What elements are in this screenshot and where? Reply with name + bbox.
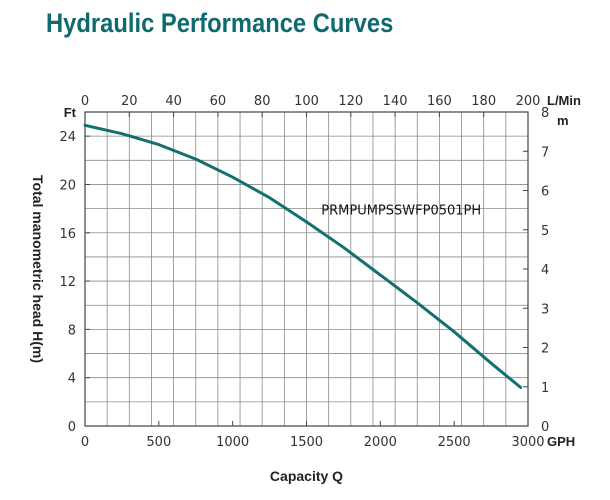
x-tick-label: 1500 (290, 435, 323, 450)
x-tick-label: 1000 (216, 435, 249, 450)
y-tick-label: 4 (68, 372, 76, 387)
y-tick-label: 0 (68, 420, 76, 435)
top-tick-label: 20 (121, 94, 138, 109)
x-tick-label: 2000 (364, 435, 397, 450)
top-tick-label: 120 (338, 94, 363, 109)
top-tick-label: 100 (294, 94, 319, 109)
top-tick-label: 160 (427, 94, 452, 109)
y-axis-title: Total manometric head H(m) (30, 175, 46, 363)
top-tick-label: 180 (471, 94, 496, 109)
right-tick-label: 8 (541, 106, 549, 121)
y-unit-label: Ft (64, 105, 77, 120)
top-tick-label: 80 (254, 94, 271, 109)
series-line (83, 123, 523, 389)
right-tick-label: 6 (541, 185, 549, 200)
right-tick-label: 1 (541, 381, 549, 396)
x-tick-label: 2500 (438, 435, 471, 450)
series-label: PRMPUMPSSWFP0501PH (321, 204, 481, 219)
x-unit-label: GPH (547, 434, 575, 449)
x-tick-label: 500 (146, 435, 171, 450)
top-tick-label: 60 (210, 94, 227, 109)
right-tick-label: 7 (541, 145, 549, 160)
top-unit-label: L/Min (547, 93, 581, 108)
top-tick-label: 200 (516, 94, 541, 109)
y-tick-label: 20 (59, 178, 76, 193)
right-tick-label: 3 (541, 302, 549, 317)
y-tick-label: 24 (59, 130, 76, 145)
right-unit-label: m (557, 113, 569, 128)
top-tick-label: 140 (383, 94, 408, 109)
right-tick-label: 4 (541, 263, 549, 278)
right-tick-label: 5 (541, 224, 549, 239)
x-tick-label: 3000 (511, 435, 544, 450)
y-tick-label: 12 (59, 275, 76, 290)
x-axis-title: Capacity Q (270, 468, 343, 484)
right-tick-label: 2 (541, 342, 549, 357)
top-tick-label: 0 (81, 94, 89, 109)
chart-title: Hydraulic Performance Curves (46, 8, 394, 38)
y-tick-label: 16 (59, 227, 76, 242)
top-tick-label: 40 (165, 94, 182, 109)
right-tick-label: 0 (541, 420, 549, 435)
y-tick-label: 8 (68, 323, 76, 338)
x-tick-label: 0 (81, 435, 89, 450)
